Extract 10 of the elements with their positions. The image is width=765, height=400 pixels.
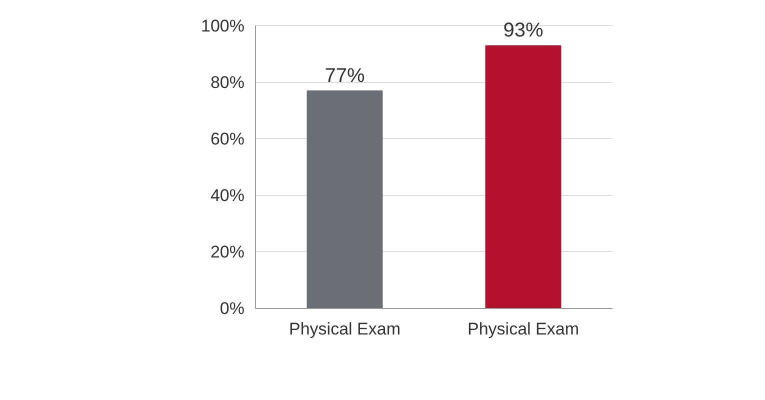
y-tick-label: 80% [210,72,245,92]
data-label: 93% [503,20,544,42]
y-tick-label: 60% [210,129,245,148]
y-tick-label: 100% [201,16,245,36]
x-tick-label: Physical Exam [289,320,400,338]
data-label: 77% [324,64,365,87]
y-tick-label: 0% [220,299,245,318]
y-tick-label: 20% [210,242,245,262]
x-tick-label: Physical Exam [468,320,579,338]
y-tick-label: 40% [210,186,245,205]
